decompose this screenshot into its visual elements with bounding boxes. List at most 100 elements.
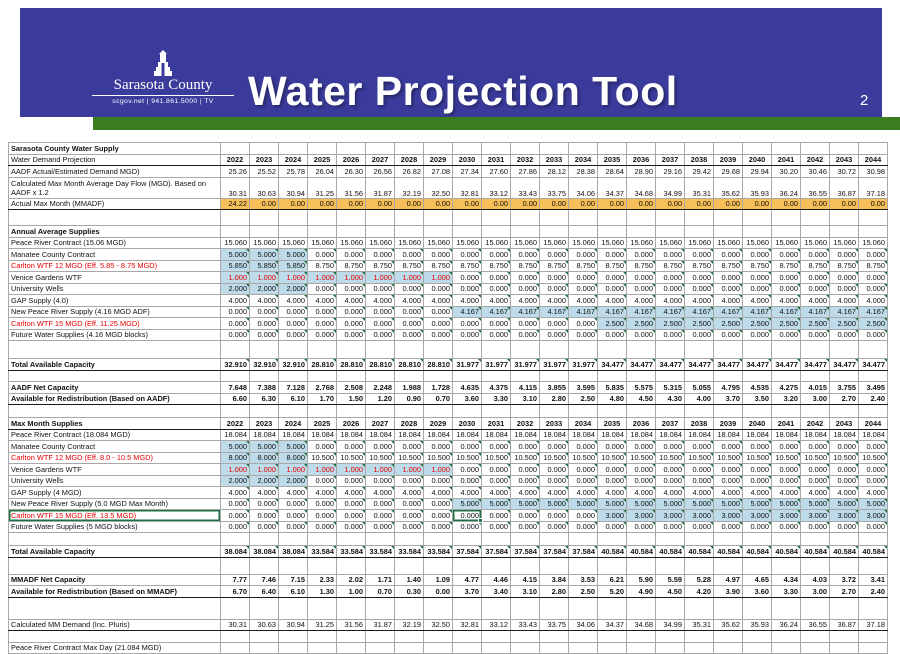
year-header-cell[interactable]: 2025	[307, 417, 337, 430]
year-header-cell[interactable]: 2042	[800, 417, 830, 430]
cell[interactable]	[278, 532, 308, 546]
cell[interactable]	[336, 340, 366, 359]
cell[interactable]	[655, 532, 685, 546]
cell[interactable]: 0.000	[858, 474, 888, 487]
cell[interactable]	[510, 340, 540, 359]
cell[interactable]: 7.77	[220, 573, 250, 586]
cell[interactable]: 3.90	[713, 585, 743, 598]
year-header-cell[interactable]: 2035	[597, 153, 627, 166]
cell[interactable]	[510, 404, 540, 418]
cell[interactable]	[365, 641, 395, 654]
cell[interactable]	[597, 142, 627, 155]
cell[interactable]: 4.000	[684, 294, 714, 307]
year-header-cell[interactable]: 2038	[684, 417, 714, 430]
cell[interactable]: 28.810	[307, 358, 337, 371]
cell[interactable]: 0.000	[684, 520, 714, 533]
cell[interactable]: 0.000	[307, 520, 337, 533]
cell[interactable]: 4.15	[510, 573, 540, 586]
cell[interactable]	[568, 369, 598, 382]
cell[interactable]: 3.000	[800, 509, 830, 522]
cell[interactable]	[713, 225, 743, 238]
cell[interactable]	[423, 630, 453, 643]
cell[interactable]	[510, 596, 540, 620]
cell[interactable]	[684, 142, 714, 155]
cell[interactable]	[597, 556, 627, 575]
cell[interactable]: 8.750	[829, 259, 859, 272]
cell[interactable]	[423, 225, 453, 238]
cell[interactable]	[278, 142, 308, 155]
cell[interactable]: 0.000	[452, 520, 482, 533]
cell[interactable]	[336, 225, 366, 238]
cell[interactable]	[626, 630, 656, 643]
row-label[interactable]: Carlton WTF 15 MGD (Eff. 13.5 MGD)	[8, 509, 221, 522]
cell[interactable]: 0.000	[684, 248, 714, 261]
cell[interactable]: 31.977	[481, 358, 511, 371]
cell[interactable]: 1.71	[365, 573, 395, 586]
cell[interactable]: 0.000	[800, 474, 830, 487]
row-label[interactable]: Max Month Supplies	[8, 417, 221, 430]
cell[interactable]: 4.167	[568, 305, 598, 318]
cell[interactable]: 0.000	[423, 317, 453, 330]
cell[interactable]: 29.16	[655, 165, 685, 178]
cell[interactable]: 0.000	[568, 463, 598, 476]
cell[interactable]: 0.000	[394, 440, 424, 453]
cell[interactable]	[452, 369, 482, 382]
cell[interactable]: 0.000	[452, 474, 482, 487]
cell[interactable]: 28.810	[394, 358, 424, 371]
cell[interactable]: 0.000	[423, 305, 453, 318]
cell[interactable]	[510, 641, 540, 654]
cell[interactable]	[742, 369, 772, 382]
cell[interactable]: 6.40	[249, 585, 279, 598]
cell[interactable]: 18.084	[510, 428, 540, 441]
cell[interactable]: 8.750	[742, 259, 772, 272]
cell[interactable]: 0.00	[568, 197, 598, 210]
cell[interactable]: 8.750	[481, 259, 511, 272]
cell[interactable]: 0.000	[713, 271, 743, 284]
cell[interactable]	[742, 532, 772, 546]
cell[interactable]: 0.000	[568, 328, 598, 341]
cell[interactable]	[394, 641, 424, 654]
cell[interactable]	[713, 556, 743, 575]
cell[interactable]	[481, 340, 511, 359]
cell[interactable]: 3.53	[568, 573, 598, 586]
cell[interactable]: 18.084	[249, 428, 279, 441]
cell[interactable]	[655, 209, 685, 226]
row-label[interactable]: Total Available Capacity	[8, 358, 221, 371]
cell[interactable]: 0.000	[771, 440, 801, 453]
cell[interactable]: 0.000	[307, 328, 337, 341]
cell[interactable]: 4.90	[626, 585, 656, 598]
cell[interactable]	[829, 340, 859, 359]
cell[interactable]: 1.000	[307, 463, 337, 476]
cell[interactable]: 3.000	[626, 509, 656, 522]
cell[interactable]: 35.62	[713, 176, 743, 199]
cell[interactable]	[423, 142, 453, 155]
cell[interactable]: 5.000	[452, 497, 482, 510]
cell[interactable]	[481, 142, 511, 155]
cell[interactable]	[568, 225, 598, 238]
cell[interactable]: 4.275	[771, 381, 801, 394]
cell[interactable]: 4.167	[626, 305, 656, 318]
cell[interactable]	[800, 532, 830, 546]
year-header-cell[interactable]: 2032	[510, 153, 540, 166]
cell[interactable]	[249, 142, 279, 155]
cell[interactable]: 0.000	[539, 271, 569, 284]
cell[interactable]	[539, 225, 569, 238]
cell[interactable]: 0.000	[858, 248, 888, 261]
row-label[interactable]	[8, 340, 221, 359]
cell[interactable]: 0.000	[713, 474, 743, 487]
cell[interactable]: 1.988	[394, 381, 424, 394]
cell[interactable]	[278, 630, 308, 643]
cell[interactable]: 0.000	[597, 282, 627, 295]
year-header-cell[interactable]: 2027	[365, 417, 395, 430]
cell[interactable]: 8.750	[800, 259, 830, 272]
cell[interactable]	[249, 209, 279, 226]
cell[interactable]: 0.000	[684, 271, 714, 284]
cell[interactable]: 0.000	[597, 271, 627, 284]
cell[interactable]: 0.000	[655, 271, 685, 284]
cell[interactable]: 0.000	[249, 317, 279, 330]
cell[interactable]: 6.30	[249, 392, 279, 405]
cell[interactable]: 0.000	[510, 317, 540, 330]
cell[interactable]: 28.12	[539, 165, 569, 178]
cell[interactable]	[510, 142, 540, 155]
cell[interactable]	[307, 369, 337, 382]
